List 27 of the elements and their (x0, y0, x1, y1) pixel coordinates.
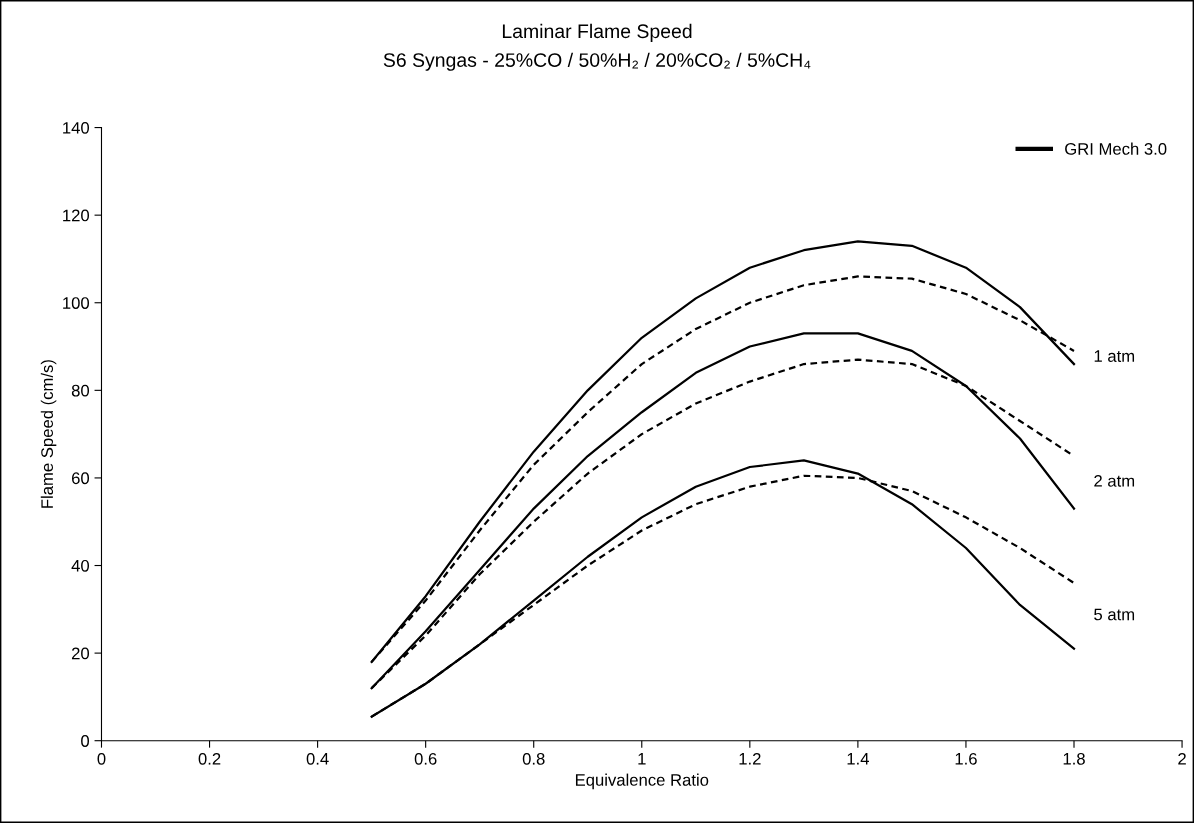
annotation: 5 atm (1094, 608, 1135, 621)
y-tick-label: 140 (63, 121, 90, 134)
chart-title: Laminar Flame Speed (502, 23, 692, 42)
x-tick-label: 0.2 (198, 752, 221, 765)
x-tick-label: 0.8 (522, 752, 545, 765)
legend-label: GRI Mech 3.0 (1065, 142, 1167, 155)
y-tick-label: 0 (81, 735, 90, 747)
x-tick-label: 0.4 (306, 752, 329, 765)
x-tick-label: 0.6 (414, 752, 437, 765)
y-tick-label: 60 (71, 472, 90, 485)
x-tick-label: 1.8 (1063, 752, 1085, 765)
x-tick-label: 2 (1178, 752, 1186, 765)
x-tick-label: 1 (638, 753, 646, 765)
x-tick-label: 0 (97, 752, 106, 765)
x-axis-title: Equivalence Ratio (575, 773, 709, 790)
y-tick-label: 80 (71, 384, 90, 397)
y-axis-title: Flame Speed (cm/s) (40, 360, 57, 508)
annotation: 2 atm (1094, 474, 1135, 487)
y-tick-label: 40 (71, 559, 90, 572)
y-tick-label: 100 (63, 297, 90, 309)
y-tick-label: 20 (71, 647, 90, 660)
x-tick-label: 1.6 (955, 752, 977, 765)
y-tick-label: 120 (63, 209, 90, 222)
chart-subtitle: S6 Syngas - 25%CO / 50%H₂ / 20%CO₂ / 5%CH₄ (383, 52, 811, 71)
annotation: 1 atm (1094, 350, 1135, 362)
x-tick-label: 1.4 (847, 753, 869, 765)
x-tick-label: 1.2 (739, 752, 761, 765)
